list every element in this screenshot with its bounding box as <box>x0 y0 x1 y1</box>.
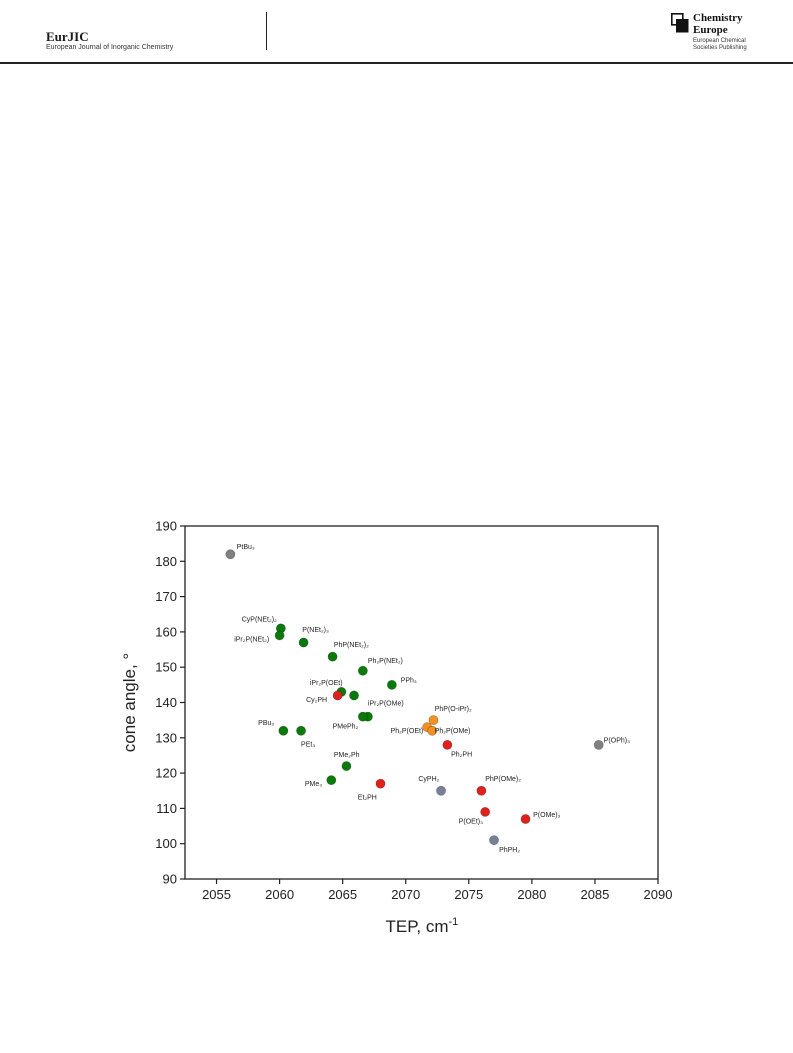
y-tick-label: 110 <box>156 801 177 816</box>
y-tick-label: 130 <box>155 730 177 745</box>
point-label: PBu₃ <box>258 720 274 727</box>
journal-name: EurJIC <box>46 29 89 44</box>
y-tick-label: 160 <box>155 624 177 639</box>
point-label: PMePh₂ <box>333 723 359 730</box>
data-point <box>428 715 439 726</box>
y-tick-label: 190 <box>155 519 177 534</box>
plot-frame <box>184 525 659 880</box>
y-tick-label: 170 <box>155 589 177 604</box>
point-label: Et₂PH <box>358 795 377 802</box>
publisher-logo-text: Chemistry Europe <box>693 12 773 36</box>
point-label: P(OPh)₃ <box>604 738 630 745</box>
point-label: iPr₂P(NEt₂) <box>234 636 269 643</box>
journal-subtitle: European Journal of Inorganic Chemistry <box>46 44 174 51</box>
data-point <box>442 739 453 750</box>
chart-points: PtBu₃ CyP(NEt₂)₂ iPr₂P(NEt₂) P(NEt₂)₃ PhP(NE… <box>225 544 630 854</box>
point-label: PMe₂Ph <box>334 752 360 759</box>
data-point <box>427 725 438 736</box>
point-label: PhP(OMe)₂ <box>485 776 521 783</box>
publisher-sub1: European Chemical <box>693 38 746 44</box>
data-point <box>386 679 397 690</box>
x-tick-label: 2085 <box>580 887 609 902</box>
point-label: Cy₂PH <box>306 697 327 704</box>
point-label: CyPH₂ <box>418 776 439 783</box>
point-label: CyP(NEt₂)₂ <box>242 616 277 623</box>
publisher-line2: Europe <box>693 24 728 36</box>
publisher-line1: Chemistry <box>693 12 743 24</box>
data-point <box>489 835 499 846</box>
header-rule <box>0 62 793 64</box>
data-point <box>480 807 491 817</box>
publisher-sub2: Societies Publishing <box>693 45 747 51</box>
point-label: PhPH₂ <box>499 847 520 854</box>
data-point <box>375 778 386 789</box>
x-tick-label: 2090 <box>644 887 673 902</box>
data-point <box>357 665 368 676</box>
scatter-chart: 2055 2060 2065 2070 2075 2080 2085 2090 90 100 110… <box>120 519 672 937</box>
point-label: Ph₂P(OEt) <box>391 728 424 735</box>
x-tick-label: 2075 <box>454 887 483 902</box>
point-label: P(OMe)₃ <box>533 812 561 819</box>
data-point <box>357 711 368 722</box>
data-point <box>341 761 352 771</box>
data-point <box>332 690 343 701</box>
y-tick-label: 140 <box>155 695 177 710</box>
data-point <box>296 725 306 736</box>
x-tick-label: 2080 <box>517 887 546 902</box>
publisher-subtitle: European Chemical Societies Publishing <box>693 38 773 52</box>
point-label: PhP(O-iPr)₂ <box>435 706 472 713</box>
journal-header: EurJIC European Journal of Inorganic Che… <box>0 0 793 64</box>
x-axis-title: TEP, cm-1 <box>386 916 459 936</box>
point-label: PPh₃ <box>401 678 417 685</box>
x-tick-label: 2055 <box>202 887 231 902</box>
point-label: P(OEt)₃ <box>459 819 483 826</box>
header-divider <box>266 12 267 50</box>
y-tick-label: 120 <box>155 766 177 781</box>
point-label: iPr₂P(OMe) <box>368 700 404 707</box>
data-point <box>476 785 487 796</box>
point-label: iPr₂P(OEt) <box>310 680 343 687</box>
data-point <box>349 690 359 701</box>
chart-axes: 2055 2060 2065 2070 2075 2080 2085 2090 90 100 110… <box>155 519 672 903</box>
point-label: PtBu₃ <box>237 544 255 551</box>
x-axis-title-text: TEP, cm <box>386 917 449 936</box>
y-axis-title: cone angle, ° <box>120 653 139 752</box>
data-point <box>326 775 337 786</box>
point-label: P(NEt₂)₃ <box>302 627 329 634</box>
x-axis-title-superscript: -1 <box>448 916 458 928</box>
x-tick-label: 2070 <box>391 887 420 902</box>
data-point <box>327 651 338 662</box>
chemistry-europe-logo-icon <box>671 13 689 33</box>
x-tick-label: 2065 <box>328 887 357 902</box>
data-point <box>593 739 604 750</box>
point-label: PMe₃ <box>305 781 322 788</box>
data-point <box>274 630 285 641</box>
y-tick-label: 150 <box>155 660 177 675</box>
y-tick-label: 100 <box>155 836 177 851</box>
point-label: Ph₂P(OMe) <box>435 728 471 735</box>
data-point <box>436 785 446 796</box>
data-point <box>278 725 289 736</box>
data-point <box>520 814 531 824</box>
point-label: PhP(NEt₂)₂ <box>334 642 369 649</box>
data-point <box>298 637 309 648</box>
x-tick-label: 2060 <box>265 887 294 902</box>
point-label: PEt₃ <box>301 741 315 748</box>
data-point <box>225 549 236 560</box>
y-tick-label: 180 <box>155 554 177 569</box>
y-tick-label: 90 <box>163 872 177 887</box>
point-label: Ph₂P(NEt₂) <box>368 658 403 665</box>
point-label: Ph₂PH <box>451 752 472 759</box>
